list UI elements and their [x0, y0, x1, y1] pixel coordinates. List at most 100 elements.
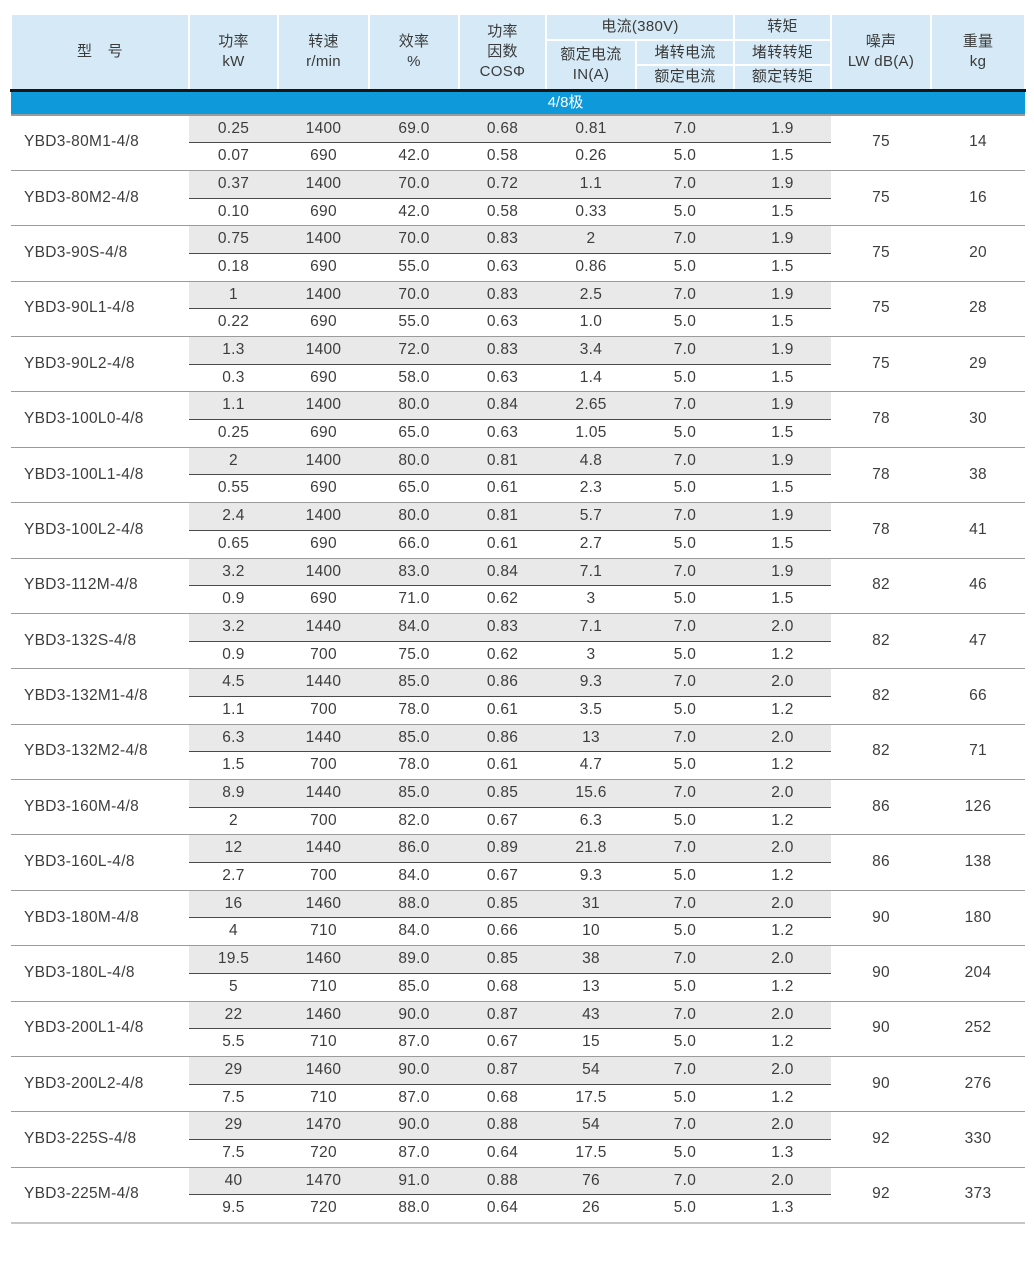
efficiency-8p-cell: 65.0: [369, 474, 459, 504]
weight-cell: 276: [931, 1056, 1025, 1113]
power-factor-8p-cell: 0.67: [459, 1028, 546, 1057]
efficiency-4p-cell: 83.0: [369, 558, 459, 587]
locked-torque-ratio-8p-cell: 1.2: [734, 917, 831, 947]
efficiency-4p-cell: 80.0: [369, 502, 459, 531]
table-row-8pole: 0.9 700 75.0 0.62 3 5.0 1.2: [11, 641, 1025, 670]
rated-current-4p-cell: 7.1: [546, 613, 636, 642]
model-cell: YBD3-100L2-4/8: [11, 502, 189, 559]
locked-current-ratio-8p-cell: 5.0: [636, 1194, 734, 1224]
table-row-8pole: 0.9 690 71.0 0.62 3 5.0 1.5: [11, 585, 1025, 614]
locked-current-ratio-4p-cell: 7.0: [636, 724, 734, 753]
noise-cell: 92: [831, 1167, 931, 1224]
weight-cell: 28: [931, 281, 1025, 338]
weight-cell: 71: [931, 724, 1025, 781]
efficiency-8p-cell: 88.0: [369, 1194, 459, 1224]
power-factor-4p-cell: 0.87: [459, 1056, 546, 1085]
efficiency-8p-cell: 87.0: [369, 1084, 459, 1113]
col-header-locked-torque-denominator: 额定转矩: [733, 64, 832, 91]
locked-current-ratio-8p-cell: 5.0: [636, 253, 734, 282]
speed-4p-cell: 1460: [278, 1001, 369, 1030]
power-factor-8p-cell: 0.68: [459, 973, 546, 1002]
power-factor-4p-cell: 0.72: [459, 170, 546, 199]
efficiency-4p-cell: 91.0: [369, 1167, 459, 1196]
rated-current-8p-cell: 10: [546, 917, 636, 947]
efficiency-4p-cell: 69.0: [369, 114, 459, 144]
efficiency-8p-cell: 42.0: [369, 142, 459, 171]
locked-torque-ratio-4p-cell: 1.9: [734, 391, 831, 421]
noise-cell: 78: [831, 391, 931, 448]
efficiency-4p-cell: 90.0: [369, 1111, 459, 1140]
table-row-4pole: YBD3-132M1-4/8 4.5 1440 85.0 0.86 9.3 7.…: [11, 668, 1025, 725]
efficiency-8p-cell: 82.0: [369, 807, 459, 836]
speed-8p-cell: 690: [278, 585, 369, 614]
locked-torque-ratio-4p-cell: 2.0: [734, 613, 831, 642]
table-row-4pole: YBD3-160M-4/8 8.9 1440 85.0 0.85 15.6 7.…: [11, 779, 1025, 836]
speed-8p-cell: 690: [278, 198, 369, 227]
power-factor-8p-cell: 0.64: [459, 1194, 546, 1224]
noise-cell: 82: [831, 613, 931, 670]
spec-row-group: YBD3-80M2-4/8 0.37 1400 70.0 0.72 1.1 7.…: [11, 170, 1025, 227]
rated-current-8p-cell: 0.33: [546, 198, 636, 227]
locked-torque-ratio-4p-cell: 2.0: [734, 724, 831, 753]
table-row-4pole: YBD3-225M-4/8 40 1470 91.0 0.88 76 7.0 2…: [11, 1167, 1025, 1224]
table-row-4pole: YBD3-100L0-4/8 1.1 1400 80.0 0.84 2.65 7…: [11, 391, 1025, 448]
locked-current-ratio-8p-cell: 5.0: [636, 364, 734, 393]
locked-torque-ratio-4p-cell: 1.9: [734, 502, 831, 531]
speed-8p-cell: 700: [278, 641, 369, 670]
spec-row-group: YBD3-225S-4/8 29 1470 90.0 0.88 54 7.0 2…: [11, 1111, 1025, 1168]
weight-cell: 46: [931, 558, 1025, 614]
power-factor-4p-cell: 0.83: [459, 336, 546, 365]
model-cell: YBD3-225S-4/8: [11, 1111, 189, 1168]
table-header: 型 号 功率 kW 转速 r/min 效率 % 功率 因数 COSΦ 电流(38…: [10, 13, 1026, 116]
locked-current-ratio-4p-cell: 7.0: [636, 834, 734, 864]
table-row-4pole: YBD3-100L2-4/8 2.4 1400 80.0 0.81 5.7 7.…: [11, 502, 1025, 559]
locked-torque-ratio-8p-cell: 1.2: [734, 807, 831, 836]
rated-current-4p-cell: 9.3: [546, 668, 636, 697]
efficiency-4p-cell: 84.0: [369, 613, 459, 642]
speed-8p-cell: 690: [278, 530, 369, 559]
power-factor-8p-cell: 0.61: [459, 474, 546, 504]
speed-4p-cell: 1400: [278, 391, 369, 421]
power-4p-cell: 3.2: [189, 613, 278, 642]
rated-current-4p-cell: 2.5: [546, 281, 636, 310]
model-cell: YBD3-200L2-4/8: [11, 1056, 189, 1113]
rated-current-4p-cell: 7.1: [546, 558, 636, 587]
locked-torque-ratio-8p-cell: 1.5: [734, 585, 831, 614]
table-row-8pole: 0.22 690 55.0 0.63 1.0 5.0 1.5: [11, 308, 1025, 337]
model-cell: YBD3-90L2-4/8: [11, 336, 189, 393]
locked-current-ratio-4p-cell: 7.0: [636, 336, 734, 365]
weight-cell: 180: [931, 890, 1025, 947]
spec-row-group: YBD3-100L2-4/8 2.4 1400 80.0 0.81 5.7 7.…: [11, 502, 1025, 559]
speed-4p-cell: 1440: [278, 724, 369, 753]
speed-8p-cell: 710: [278, 917, 369, 947]
locked-current-ratio-8p-cell: 5.0: [636, 917, 734, 947]
rated-current-8p-cell: 0.86: [546, 253, 636, 282]
power-factor-8p-cell: 0.63: [459, 419, 546, 448]
power-8p-cell: 1.1: [189, 696, 278, 725]
weight-cell: 20: [931, 225, 1025, 282]
spec-row-group: YBD3-90L2-4/8 1.3 1400 72.0 0.83 3.4 7.0…: [11, 336, 1025, 393]
locked-current-ratio-4p-cell: 7.0: [636, 668, 734, 697]
speed-8p-cell: 690: [278, 308, 369, 337]
power-8p-cell: 0.3: [189, 364, 278, 393]
power-factor-4p-cell: 0.81: [459, 502, 546, 531]
power-4p-cell: 29: [189, 1056, 278, 1085]
power-factor-8p-cell: 0.64: [459, 1139, 546, 1168]
model-cell: YBD3-160L-4/8: [11, 834, 189, 891]
rated-current-8p-cell: 3: [546, 585, 636, 614]
noise-cell: 90: [831, 1056, 931, 1113]
locked-torque-ratio-4p-cell: 1.9: [734, 558, 831, 587]
power-8p-cell: 2.7: [189, 862, 278, 891]
efficiency-8p-cell: 65.0: [369, 419, 459, 448]
noise-cell: 82: [831, 668, 931, 725]
power-factor-8p-cell: 0.63: [459, 253, 546, 282]
table-row-4pole: YBD3-132S-4/8 3.2 1440 84.0 0.83 7.1 7.0…: [11, 613, 1025, 670]
power-4p-cell: 0.75: [189, 225, 278, 254]
header-row-1: 型 号 功率 kW 转速 r/min 效率 % 功率 因数 COSΦ 电流(38…: [10, 13, 1026, 91]
model-cell: YBD3-80M2-4/8: [11, 170, 189, 227]
model-cell: YBD3-200L1-4/8: [11, 1001, 189, 1057]
power-8p-cell: 0.18: [189, 253, 278, 282]
locked-torque-ratio-8p-cell: 1.2: [734, 1084, 831, 1113]
locked-current-ratio-8p-cell: 5.0: [636, 1084, 734, 1113]
locked-current-ratio-4p-cell: 7.0: [636, 890, 734, 919]
